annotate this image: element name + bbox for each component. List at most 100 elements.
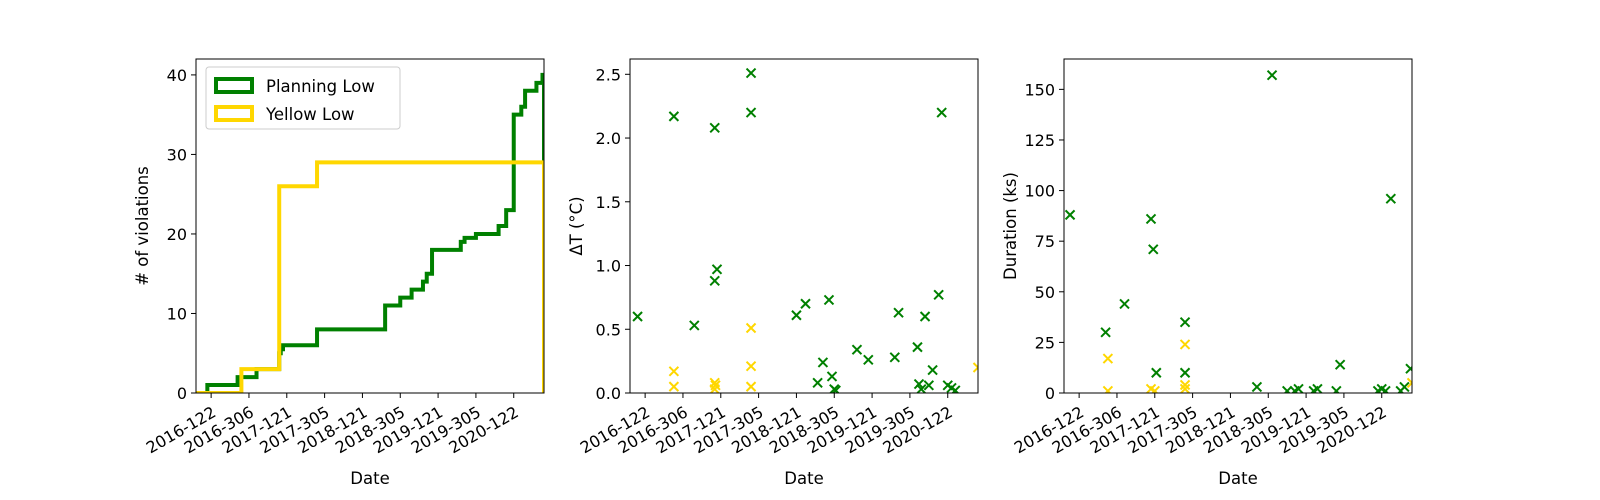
y-tick-label: 25	[1035, 333, 1055, 352]
y-tick-label: 125	[1024, 131, 1055, 150]
y-tick-label: 1.0	[596, 257, 621, 276]
scatter-point-yellow-low	[1406, 377, 1412, 389]
legend-box	[205, 66, 401, 130]
scatter-point-planning-low	[709, 275, 720, 287]
scatter-point-planning-low	[1100, 327, 1111, 338]
scatter-point-planning-low	[1334, 359, 1346, 370]
y-axis-label: # of violations	[133, 166, 152, 286]
x-axis-label: Date	[784, 469, 823, 488]
scatter-point-yellow-low	[745, 381, 757, 392]
scatter-point-yellow-low	[745, 361, 757, 372]
y-tick-label: 2.0	[596, 129, 621, 148]
scatter-point-yellow-low	[745, 322, 757, 334]
scatter-point-planning-low	[830, 385, 841, 393]
y-tick-label: 2.5	[596, 65, 621, 84]
y-tick-label: 30	[167, 145, 187, 164]
scatter-point-planning-low	[1179, 316, 1191, 328]
scatter-point-planning-low	[1331, 385, 1342, 393]
scatter-point-planning-low	[851, 344, 863, 355]
scatter-point-planning-low	[1312, 383, 1323, 393]
legend-swatch-planning-low	[214, 77, 254, 94]
scatter-point-planning-low	[950, 385, 961, 393]
scatter-point-planning-low	[936, 107, 947, 118]
scatter-point-planning-low	[812, 377, 823, 389]
y-axis-label: ΔT (°C)	[567, 196, 586, 255]
scatter-point-planning-low	[745, 107, 757, 118]
scatter-point-yellow-low	[668, 381, 680, 392]
scatter-point-yellow-low	[972, 362, 978, 373]
y-tick-label: 10	[167, 304, 187, 323]
scatter-point-planning-low	[1281, 385, 1293, 393]
scatter-point-planning-low	[933, 289, 944, 301]
legend-label-yellow-low: Yellow Low	[265, 105, 355, 124]
scatter-point-planning-low	[863, 354, 874, 366]
scatter-point-planning-low	[800, 298, 811, 309]
scatter-point-planning-low	[1151, 367, 1162, 378]
scatter-point-yellow-low	[1179, 379, 1191, 391]
scatter-point-yellow-low	[1149, 385, 1160, 393]
y-tick-label: 0	[1045, 384, 1055, 403]
y-tick-label: 0.5	[596, 320, 621, 339]
legend-swatch-yellow-low	[214, 105, 254, 122]
scatter-point-planning-low	[745, 67, 757, 79]
legend: Planning Low Yellow Low	[205, 66, 401, 130]
scatter-point-planning-low	[889, 352, 900, 363]
y-tick-label: 1.5	[596, 193, 621, 212]
scatter-point-planning-low	[919, 311, 931, 322]
scatter-point-planning-low	[927, 364, 938, 376]
scatter-point-planning-low	[817, 357, 829, 368]
scatter-point-planning-low	[893, 307, 904, 318]
scatter-point-planning-low	[826, 371, 838, 382]
scatter-point-planning-low	[1148, 244, 1159, 255]
scatter-point-planning-low	[1251, 381, 1263, 393]
x-axis-label: Date	[350, 469, 389, 488]
legend-label-planning-low: Planning Low	[266, 77, 375, 96]
scatter-point-planning-low	[1064, 209, 1076, 221]
scatter-point-planning-low	[1119, 298, 1130, 310]
scatter-point-yellow-low	[710, 380, 721, 391]
scatter-point-planning-low	[912, 341, 923, 353]
plot-area	[632, 67, 978, 393]
y-tick-label: 0.0	[596, 384, 621, 403]
axes-frame	[195, 58, 545, 394]
axes-frame	[1063, 58, 1413, 394]
series-line-yellow-low	[196, 160, 544, 393]
scatter-point-planning-low	[1380, 385, 1391, 393]
scatter-point-planning-low	[1179, 367, 1191, 378]
chart-panel-3: 02550751001251502016-1222016-3062017-121…	[1001, 58, 1413, 488]
scatter-point-planning-low	[1145, 213, 1157, 225]
scatter-point-yellow-low	[1102, 353, 1114, 364]
scatter-point-yellow-low	[709, 383, 720, 393]
scatter-point-planning-low	[823, 294, 835, 306]
scatter-point-planning-low	[689, 320, 700, 331]
scatter-point-yellow-low	[1102, 385, 1114, 393]
scatter-point-planning-low	[1293, 383, 1304, 393]
scatter-point-yellow-low	[1179, 383, 1191, 393]
scatter-point-planning-low	[1385, 193, 1397, 204]
scatter-point-planning-low	[916, 383, 927, 393]
scatter-point-planning-low	[711, 264, 723, 275]
scatter-point-planning-low	[632, 311, 643, 322]
scatter-point-planning-low	[1405, 363, 1412, 374]
scatter-point-planning-low	[1399, 381, 1410, 393]
y-tick-label: 0	[177, 384, 187, 403]
y-axis-label: Duration (ks)	[1001, 172, 1020, 280]
y-tick-label: 40	[167, 66, 187, 85]
plot-area	[1064, 69, 1412, 393]
scatter-point-yellow-low	[1179, 339, 1191, 350]
x-axis-label: Date	[1218, 469, 1257, 488]
y-tick-label: 150	[1024, 80, 1055, 99]
scatter-point-planning-low	[791, 310, 802, 321]
scatter-point-planning-low	[923, 380, 935, 391]
plot-area	[196, 72, 544, 393]
scatter-point-planning-low	[1266, 69, 1278, 81]
y-tick-label: 20	[167, 225, 187, 244]
scatter-point-yellow-low	[668, 366, 680, 377]
axes-frame	[629, 58, 979, 394]
y-tick-label: 50	[1035, 283, 1055, 302]
y-tick-label: 100	[1024, 182, 1055, 201]
scatter-point-planning-low	[709, 122, 720, 134]
y-tick-label: 75	[1035, 232, 1055, 251]
scatter-point-planning-low	[668, 111, 680, 122]
